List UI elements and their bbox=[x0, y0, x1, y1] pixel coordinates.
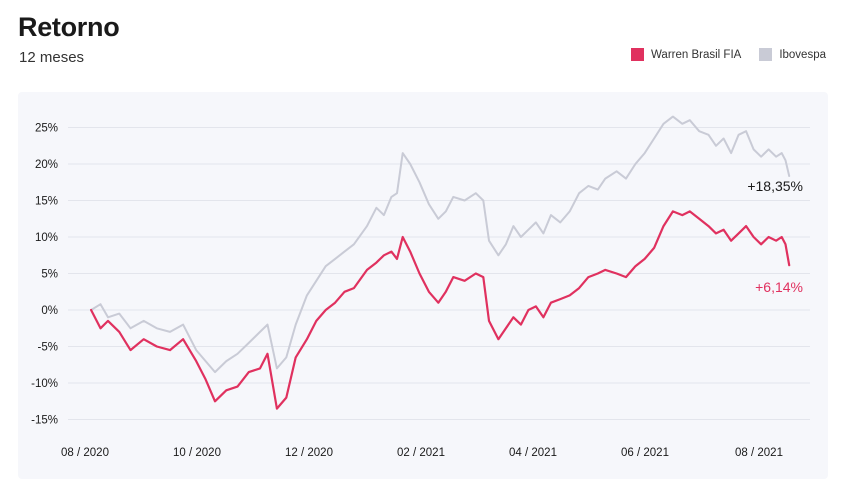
legend-label-fund: Warren Brasil FIA bbox=[651, 48, 742, 61]
legend-item-index[interactable]: Ibovespa bbox=[759, 48, 826, 61]
legend-item-fund[interactable]: Warren Brasil FIA bbox=[631, 48, 741, 61]
y-tick-label: 5% bbox=[41, 269, 58, 281]
x-tick-label: 06 / 2021 bbox=[621, 447, 669, 459]
chart-panel bbox=[18, 92, 828, 479]
end-label-fund: +6,14% bbox=[755, 279, 803, 295]
x-tick-label: 08 / 2020 bbox=[61, 447, 109, 459]
legend-label-index: Ibovespa bbox=[779, 48, 826, 61]
y-tick-label: 10% bbox=[35, 232, 58, 244]
end-label-index: +18,35% bbox=[747, 178, 803, 194]
y-tick-label: 20% bbox=[35, 159, 58, 171]
series-lines bbox=[90, 115, 791, 410]
x-tick-label: 04 / 2021 bbox=[509, 447, 557, 459]
series-line-index bbox=[90, 115, 791, 374]
x-tick-label: 02 / 2021 bbox=[397, 447, 445, 459]
chart-legend: Warren Brasil FIA Ibovespa bbox=[631, 48, 826, 61]
y-tick-label: -15% bbox=[31, 415, 58, 427]
series-end-labels: +18,35% +6,14% bbox=[747, 178, 803, 295]
x-tick-label: 12 / 2020 bbox=[285, 447, 333, 459]
y-tick-label: -10% bbox=[31, 378, 58, 390]
y-tick-label: 25% bbox=[35, 123, 58, 135]
y-tick-label: 15% bbox=[35, 196, 58, 208]
y-tick-label: 0% bbox=[41, 305, 58, 317]
series-line-fund bbox=[90, 210, 791, 410]
y-tick-label: -5% bbox=[38, 342, 58, 354]
x-tick-label: 10 / 2020 bbox=[173, 447, 221, 459]
x-tick-label: 08 / 2021 bbox=[735, 447, 783, 459]
y-axis-ticks: 25% 20% 15% 10% 5% 0% -5% -10% -15% bbox=[31, 123, 58, 427]
page-title: Retorno bbox=[18, 12, 120, 42]
chart-grid bbox=[68, 127, 810, 420]
legend-swatch-index bbox=[759, 48, 773, 61]
legend-swatch-fund bbox=[631, 48, 644, 61]
x-axis-ticks: 08 / 2020 10 / 2020 12 / 2020 02 / 2021 04 /… bbox=[61, 447, 783, 459]
page-subtitle: 12 meses bbox=[19, 49, 85, 66]
